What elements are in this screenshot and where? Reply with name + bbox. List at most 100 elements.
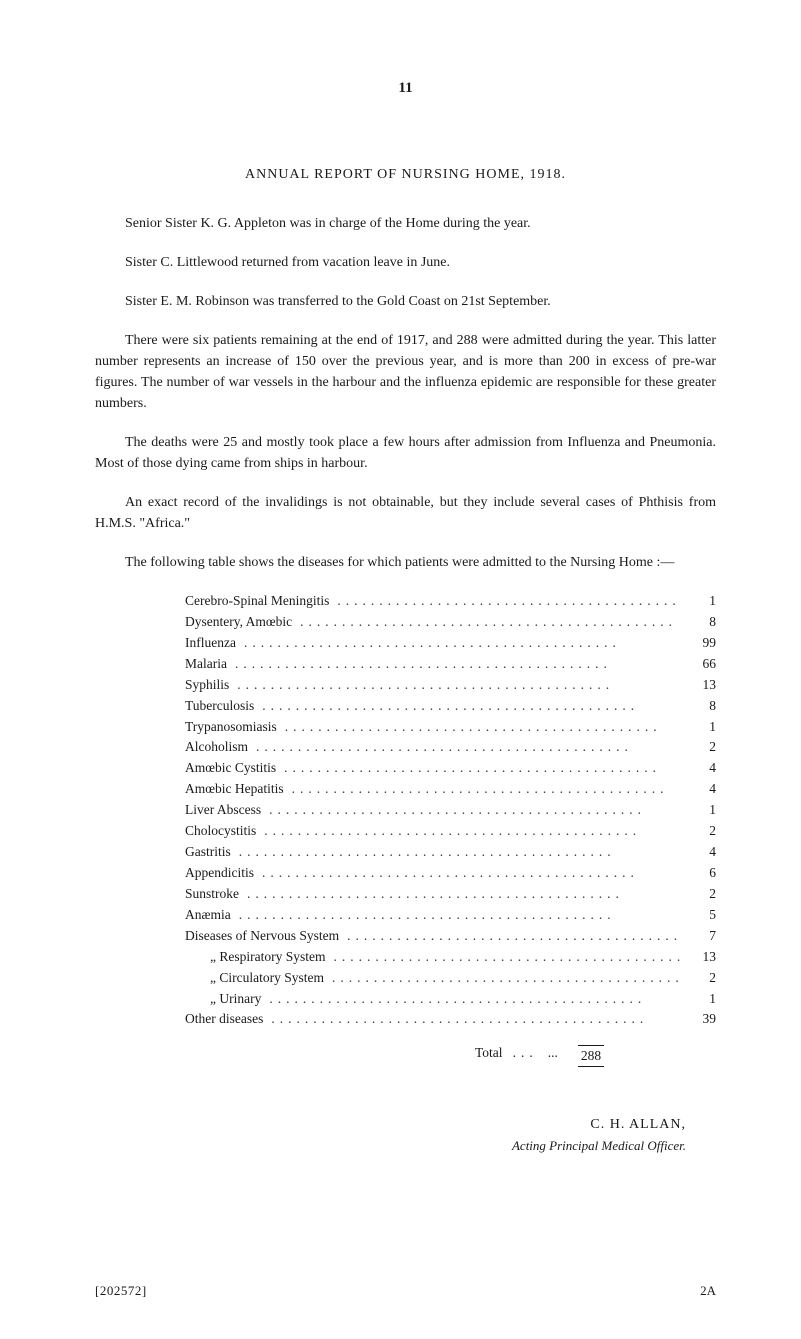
disease-value: 2	[681, 737, 716, 758]
disease-row: Syphilis................................…	[185, 675, 716, 696]
disease-name: Malaria	[185, 654, 227, 675]
footer: [202572] 2A	[95, 1283, 716, 1299]
disease-name: Cerebro-Spinal Meningitis	[185, 591, 329, 612]
footer-page: 2A	[700, 1283, 716, 1299]
page-number: 11	[95, 80, 716, 97]
disease-row: „ Urinary...............................…	[185, 989, 716, 1010]
disease-row: „ Circulatory System....................…	[185, 968, 716, 989]
disease-value: 13	[681, 947, 716, 968]
paragraph-2: Sister C. Littlewood returned from vacat…	[95, 252, 716, 273]
disease-value: 66	[681, 654, 716, 675]
disease-dots: ........................................…	[236, 633, 681, 654]
disease-name: Amœbic Cystitis	[185, 758, 276, 779]
disease-name: Diseases of Nervous System	[185, 926, 339, 947]
disease-value: 2	[681, 968, 716, 989]
disease-row: Tuberculosis............................…	[185, 696, 716, 717]
paragraph-6: An exact record of the invalidings is no…	[95, 492, 716, 534]
disease-value: 8	[681, 696, 716, 717]
disease-row: Dysentery, Amœbic.......................…	[185, 612, 716, 633]
disease-dots: ........................................…	[256, 821, 681, 842]
disease-dots: ........................................…	[292, 612, 681, 633]
disease-value: 6	[681, 863, 716, 884]
disease-dots: ........................................…	[277, 717, 681, 738]
disease-name: „ Circulatory System	[185, 968, 324, 989]
disease-name: Sunstroke	[185, 884, 239, 905]
disease-dots: ........................................…	[248, 737, 681, 758]
paragraph-4: There were six patients remaining at the…	[95, 330, 716, 414]
disease-value: 2	[681, 884, 716, 905]
disease-name: Cholocystitis	[185, 821, 256, 842]
disease-dots: ........................................…	[263, 1009, 681, 1030]
disease-name: Trypanosomiasis	[185, 717, 277, 738]
disease-row: Cerebro-Spinal Meningitis...............…	[185, 591, 716, 612]
disease-dots: ........................................…	[325, 947, 681, 968]
disease-name: Tuberculosis	[185, 696, 254, 717]
disease-dots: ........................................…	[254, 696, 681, 717]
disease-value: 4	[681, 779, 716, 800]
disease-name: Amœbic Hepatitis	[185, 779, 284, 800]
disease-name: Anæmia	[185, 905, 231, 926]
total-dots-2: ...	[548, 1045, 558, 1067]
disease-value: 2	[681, 821, 716, 842]
disease-row: Amœbic Hepatitis........................…	[185, 779, 716, 800]
disease-value: 8	[681, 612, 716, 633]
total-row: Total ... ... 288	[185, 1045, 716, 1067]
disease-name: Liver Abscess	[185, 800, 261, 821]
disease-value: 1	[681, 989, 716, 1010]
disease-row: Sunstroke...............................…	[185, 884, 716, 905]
disease-dots: ........................................…	[261, 989, 681, 1010]
paragraph-3: Sister E. M. Robinson was transferred to…	[95, 291, 716, 312]
disease-dots: ........................................…	[229, 675, 681, 696]
disease-row: Anæmia..................................…	[185, 905, 716, 926]
total-value: 288	[578, 1045, 604, 1067]
paragraph-5: The deaths were 25 and mostly took place…	[95, 432, 716, 474]
disease-value: 1	[681, 717, 716, 738]
disease-row: Diseases of Nervous System..............…	[185, 926, 716, 947]
disease-name: „ Urinary	[185, 989, 261, 1010]
total-dots: ...	[503, 1045, 548, 1067]
disease-row: Cholocystitis...........................…	[185, 821, 716, 842]
disease-dots: ........................................…	[284, 779, 681, 800]
disease-dots: ........................................…	[324, 968, 681, 989]
disease-row: Appendicitis............................…	[185, 863, 716, 884]
disease-name: Appendicitis	[185, 863, 254, 884]
paragraph-1: Senior Sister K. G. Appleton was in char…	[95, 213, 716, 234]
report-heading: ANNUAL REPORT OF NURSING HOME, 1918.	[95, 167, 716, 183]
disease-value: 5	[681, 905, 716, 926]
disease-row: Malaria.................................…	[185, 654, 716, 675]
disease-dots: ........................................…	[254, 863, 681, 884]
disease-name: „ Respiratory System	[185, 947, 325, 968]
signature-title: Acting Principal Medical Officer.	[95, 1138, 686, 1154]
disease-dots: ........................................…	[227, 654, 681, 675]
disease-dots: ........................................…	[276, 758, 681, 779]
disease-name: Other diseases	[185, 1009, 263, 1030]
signature-block: C. H. ALLAN, Acting Principal Medical Of…	[95, 1117, 716, 1154]
disease-value: 1	[681, 800, 716, 821]
disease-dots: ........................................…	[239, 884, 681, 905]
disease-value: 4	[681, 758, 716, 779]
disease-name: Influenza	[185, 633, 236, 654]
disease-value: 4	[681, 842, 716, 863]
disease-name: Syphilis	[185, 675, 229, 696]
disease-name: Alcoholism	[185, 737, 248, 758]
disease-value: 7	[681, 926, 716, 947]
disease-row: Amœbic Cystitis.........................…	[185, 758, 716, 779]
disease-row: Liver Abscess...........................…	[185, 800, 716, 821]
disease-value: 1	[681, 591, 716, 612]
signature-name: C. H. ALLAN,	[95, 1117, 686, 1133]
disease-dots: ........................................…	[231, 905, 681, 926]
paragraph-7: The following table shows the diseases f…	[95, 552, 716, 573]
disease-row: Influenza...............................…	[185, 633, 716, 654]
disease-row: Trypanosomiasis.........................…	[185, 717, 716, 738]
disease-name: Gastritis	[185, 842, 231, 863]
disease-row: „ Respiratory System....................…	[185, 947, 716, 968]
disease-dots: ........................................…	[329, 591, 681, 612]
disease-value: 39	[681, 1009, 716, 1030]
disease-value: 13	[681, 675, 716, 696]
disease-value: 99	[681, 633, 716, 654]
disease-row: Gastritis...............................…	[185, 842, 716, 863]
disease-row: Alcoholism..............................…	[185, 737, 716, 758]
disease-row: Other diseases..........................…	[185, 1009, 716, 1030]
disease-dots: ........................................…	[231, 842, 681, 863]
disease-table: Cerebro-Spinal Meningitis...............…	[185, 591, 716, 1030]
